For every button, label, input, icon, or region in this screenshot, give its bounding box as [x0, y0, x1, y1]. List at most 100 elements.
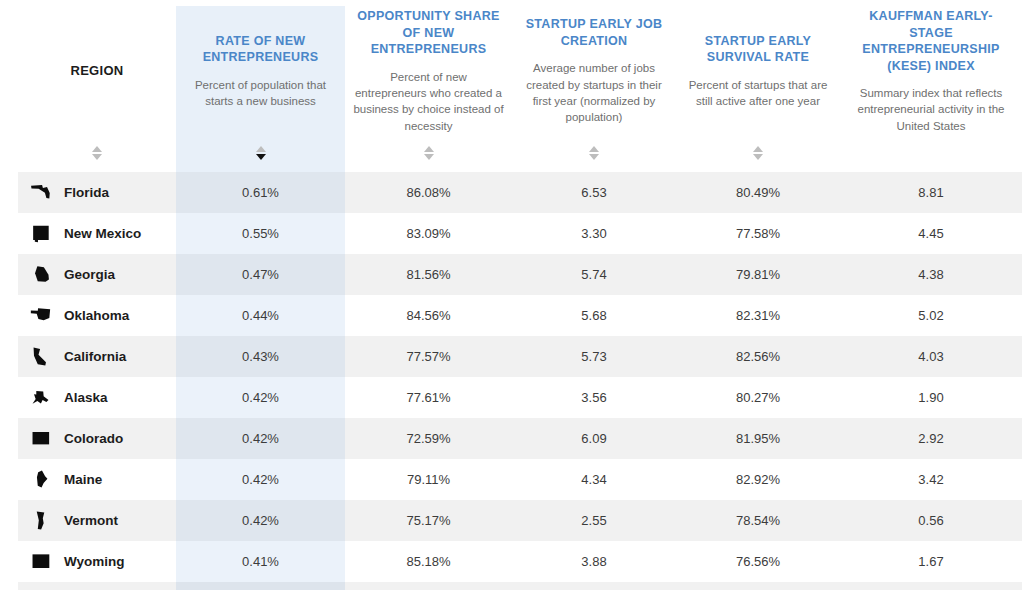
column-subtitle: Summary index that reflects entrepreneur… [848, 85, 1014, 134]
sort-down-icon-active [256, 154, 266, 160]
partially-visible-next-row [18, 582, 1022, 590]
sort-toggle-icon-active-desc[interactable] [256, 142, 266, 164]
kese-index-value: 2.92 [840, 431, 1022, 446]
column-header-startup-early-job-creation[interactable]: STARTUP EARLY JOB CREATION Average numbe… [512, 0, 676, 172]
opportunity-share-value: 81.56% [345, 267, 512, 282]
region-name: Alaska [64, 390, 108, 405]
column-header-region[interactable]: REGION [18, 0, 176, 172]
state-silhouette-icon [30, 346, 51, 367]
state-silhouette-icon [30, 264, 51, 285]
region-cell: New Mexico [18, 223, 176, 244]
column-subtitle: Average number of jobs created by startu… [520, 60, 668, 125]
region-name: Vermont [64, 513, 118, 528]
survival-rate-value: 80.49% [676, 185, 840, 200]
partial-cell [676, 582, 840, 590]
column-header-kese-index[interactable]: KAUFFMAN EARLY-STAGE ENTREPRENEURSHIP (K… [840, 0, 1022, 172]
kese-index-value: 5.02 [840, 308, 1022, 323]
sort-up-icon [92, 146, 102, 152]
sort-up-icon [256, 146, 266, 152]
opportunity-share-value: 75.17% [345, 513, 512, 528]
state-silhouette-icon [30, 182, 51, 203]
table-row: Maine 0.42% 79.11% 4.34 82.92% 3.42 [18, 459, 1022, 500]
region-cell: Alaska [18, 387, 176, 408]
table-row: New Mexico 0.55% 83.09% 3.30 77.58% 4.45 [18, 213, 1022, 254]
region-name: Georgia [64, 267, 115, 282]
region-cell: Maine [18, 469, 176, 490]
job-creation-value: 3.56 [512, 390, 676, 405]
column-subtitle: Percent of population that starts a new … [184, 77, 337, 110]
state-silhouette-icon [30, 551, 51, 572]
opportunity-share-value: 77.61% [345, 390, 512, 405]
state-silhouette-icon [30, 223, 51, 244]
partial-cell [840, 582, 1022, 590]
rate-of-new-entrepreneurs-value: 0.44% [176, 295, 345, 336]
opportunity-share-value: 77.57% [345, 349, 512, 364]
table-row: California 0.43% 77.57% 5.73 82.56% 4.03 [18, 336, 1022, 377]
sort-down-icon [92, 154, 102, 160]
sort-up-icon [753, 146, 763, 152]
survival-rate-value: 79.81% [676, 267, 840, 282]
table-header: REGION RATE OF NEW ENTREPRENEURS Percent… [18, 0, 1022, 172]
region-name: Maine [64, 472, 102, 487]
column-subtitle: Percent of new entrepreneurs who created… [353, 69, 504, 134]
survival-rate-value: 78.54% [676, 513, 840, 528]
sort-down-icon [424, 154, 434, 160]
column-header-startup-early-survival-rate[interactable]: STARTUP EARLY SURVIVAL RATE Percent of s… [676, 0, 840, 172]
region-cell: Colorado [18, 428, 176, 449]
kese-index-value: 0.56 [840, 513, 1022, 528]
table-row: Alaska 0.42% 77.61% 3.56 80.27% 1.90 [18, 377, 1022, 418]
column-title: RATE OF NEW ENTREPRENEURS [184, 33, 337, 66]
state-silhouette-icon [30, 387, 51, 408]
state-silhouette-icon [30, 305, 51, 326]
rate-of-new-entrepreneurs-value: 0.55% [176, 213, 345, 254]
region-cell: California [18, 346, 176, 367]
region-name: New Mexico [64, 226, 141, 241]
kese-index-value: 3.42 [840, 472, 1022, 487]
sort-toggle-icon[interactable] [753, 142, 763, 164]
rate-of-new-entrepreneurs-value: 0.47% [176, 254, 345, 295]
survival-rate-value: 80.27% [676, 390, 840, 405]
sort-toggle-icon[interactable] [92, 142, 102, 164]
job-creation-value: 6.53 [512, 185, 676, 200]
survival-rate-value: 82.56% [676, 349, 840, 364]
column-header-opportunity-share[interactable]: OPPORTUNITY SHARE OF NEW ENTREPRENEURS P… [345, 0, 512, 172]
region-cell: Florida [18, 182, 176, 203]
kese-index-value: 4.45 [840, 226, 1022, 241]
job-creation-value: 2.55 [512, 513, 676, 528]
survival-rate-value: 77.58% [676, 226, 840, 241]
table-row: Vermont 0.42% 75.17% 2.55 78.54% 0.56 [18, 500, 1022, 541]
job-creation-value: 3.88 [512, 554, 676, 569]
rate-of-new-entrepreneurs-value: 0.61% [176, 172, 345, 213]
sort-toggle-icon[interactable] [424, 142, 434, 164]
rate-of-new-entrepreneurs-value: 0.41% [176, 541, 345, 582]
region-cell: Vermont [18, 510, 176, 531]
rate-of-new-entrepreneurs-value: 0.42% [176, 459, 345, 500]
rate-of-new-entrepreneurs-value: 0.42% [176, 500, 345, 541]
job-creation-value: 5.74 [512, 267, 676, 282]
region-name: Wyoming [64, 554, 125, 569]
table-body: Florida 0.61% 86.08% 6.53 80.49% 8.81 Ne… [18, 172, 1022, 582]
region-name: California [64, 349, 126, 364]
table-row: Georgia 0.47% 81.56% 5.74 79.81% 4.38 [18, 254, 1022, 295]
table-row: Colorado 0.42% 72.59% 6.09 81.95% 2.92 [18, 418, 1022, 459]
kese-index-value: 4.38 [840, 267, 1022, 282]
region-name: Florida [64, 185, 109, 200]
column-title: KAUFFMAN EARLY-STAGE ENTREPRENEURSHIP (K… [848, 8, 1014, 74]
column-title: OPPORTUNITY SHARE OF NEW ENTREPRENEURS [353, 8, 504, 58]
state-silhouette-icon [30, 428, 51, 449]
column-header-rate-of-new-entrepreneurs[interactable]: RATE OF NEW ENTREPRENEURS Percent of pop… [176, 0, 345, 172]
opportunity-share-value: 83.09% [345, 226, 512, 241]
kese-index-value: 4.03 [840, 349, 1022, 364]
column-title: STARTUP EARLY SURVIVAL RATE [684, 33, 832, 66]
sort-up-icon [589, 146, 599, 152]
opportunity-share-value: 86.08% [345, 185, 512, 200]
region-name: Colorado [64, 431, 123, 446]
column-subtitle: Percent of startups that are still activ… [684, 77, 832, 110]
state-silhouette-icon [30, 510, 51, 531]
job-creation-value: 4.34 [512, 472, 676, 487]
entrepreneurship-indicators-table: REGION RATE OF NEW ENTREPRENEURS Percent… [18, 0, 1022, 590]
sort-toggle-icon[interactable] [589, 142, 599, 164]
region-cell: Wyoming [18, 551, 176, 572]
region-cell: Oklahoma [18, 305, 176, 326]
table-row: Florida 0.61% 86.08% 6.53 80.49% 8.81 [18, 172, 1022, 213]
